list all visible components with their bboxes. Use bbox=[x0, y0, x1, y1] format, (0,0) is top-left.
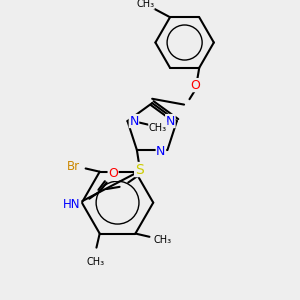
Text: CH₃: CH₃ bbox=[86, 257, 104, 267]
Text: HN: HN bbox=[63, 198, 81, 211]
Text: Br: Br bbox=[67, 160, 80, 173]
Text: N: N bbox=[166, 115, 175, 128]
Text: O: O bbox=[108, 167, 118, 180]
Text: CH₃: CH₃ bbox=[136, 0, 154, 9]
Text: N: N bbox=[156, 145, 166, 158]
Text: S: S bbox=[135, 163, 143, 176]
Text: N: N bbox=[129, 115, 139, 128]
Text: O: O bbox=[190, 79, 200, 92]
Text: CH₃: CH₃ bbox=[153, 235, 172, 245]
Text: CH₃: CH₃ bbox=[149, 122, 167, 133]
